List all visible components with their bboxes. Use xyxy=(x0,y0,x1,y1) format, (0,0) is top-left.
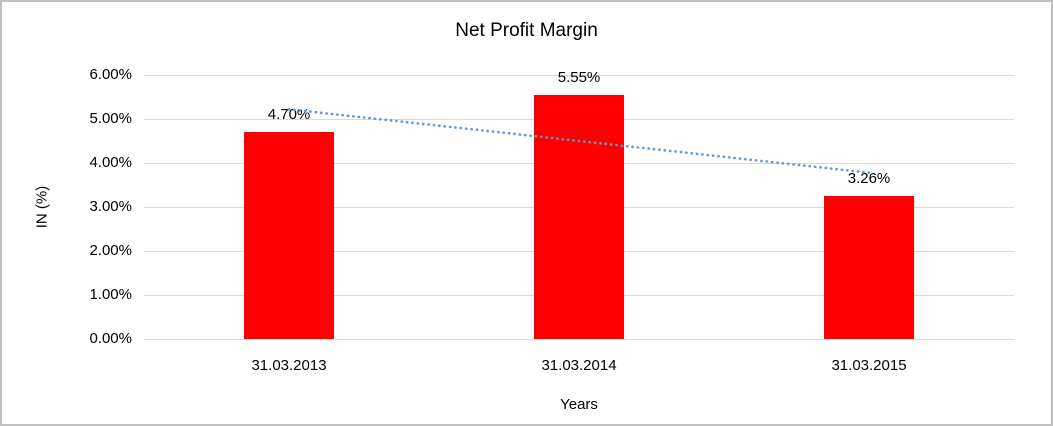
data-label: 5.55% xyxy=(557,68,601,86)
x-tick-label: 31.03.2014 xyxy=(541,357,617,374)
data-label: 3.26% xyxy=(847,169,891,187)
data-label: 4.70% xyxy=(267,106,311,124)
y-tick-label: 5.00% xyxy=(89,110,132,127)
bar xyxy=(244,132,334,339)
y-tick-label: 0.00% xyxy=(89,330,132,347)
bar xyxy=(534,94,624,339)
chart-title: Net Profit Margin xyxy=(455,20,598,41)
y-tick-label: 1.00% xyxy=(89,286,132,303)
bar xyxy=(824,195,914,339)
y-tick-label: 2.00% xyxy=(89,242,132,259)
y-tick-label: 6.00% xyxy=(89,66,132,83)
gridline xyxy=(144,338,1014,340)
y-tick-label: 3.00% xyxy=(89,198,132,215)
y-tick-label: 4.00% xyxy=(89,154,132,171)
x-tick-label: 31.03.2013 xyxy=(251,357,327,374)
plot-area: 4.70% 5.55% 3.26% xyxy=(144,69,1014,340)
x-tick-label: 31.03.2015 xyxy=(831,357,907,374)
x-axis-title: Years xyxy=(560,396,598,413)
gridline xyxy=(144,74,1014,76)
